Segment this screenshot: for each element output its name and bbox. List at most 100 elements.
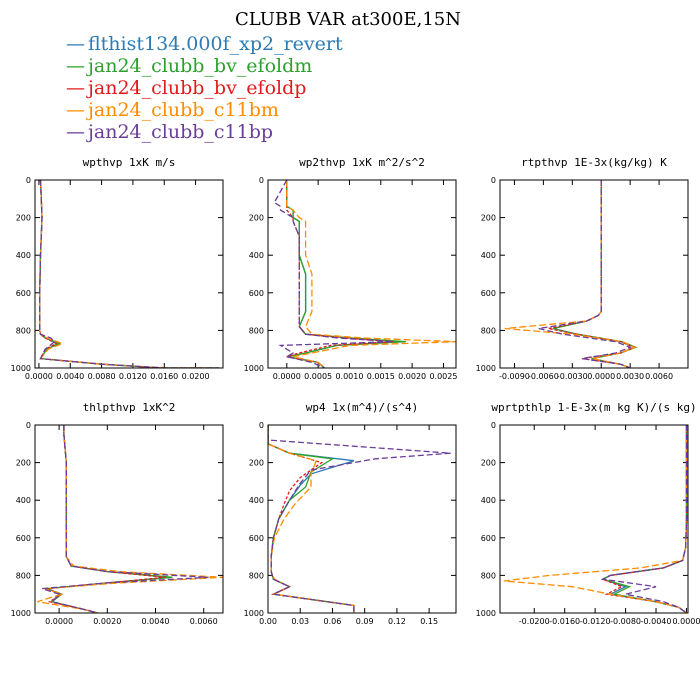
x-tick-label: 0.00 bbox=[259, 617, 277, 626]
panel-title: wprtpthlp 1-E-3x(m kg K)/(s kg) bbox=[491, 401, 696, 414]
y-tick-label: 800 bbox=[249, 571, 264, 580]
y-tick-label: 0 bbox=[259, 421, 264, 430]
series-line bbox=[538, 180, 632, 368]
series-line bbox=[39, 180, 220, 368]
y-tick-label: 400 bbox=[481, 496, 496, 505]
y-tick-label: 0 bbox=[26, 176, 31, 185]
y-tick-label: 1000 bbox=[244, 364, 264, 373]
x-tick-label: -0.0120 bbox=[580, 617, 611, 626]
y-tick-label: 600 bbox=[481, 289, 496, 298]
y-tick-label: 1000 bbox=[244, 609, 264, 618]
series-line bbox=[600, 425, 688, 613]
y-tick-label: 600 bbox=[16, 534, 31, 543]
x-tick-label: 0.0000 bbox=[672, 617, 700, 626]
legend-label: flthist134.000f_xp2_revert bbox=[88, 33, 343, 55]
legend: — flthist134.000f_xp2_revert — jan24_clu… bbox=[66, 33, 343, 143]
y-tick-label: 0 bbox=[491, 176, 496, 185]
series-line bbox=[41, 425, 209, 613]
legend-dash: — bbox=[66, 121, 85, 143]
x-tick-label: 0.0000 bbox=[45, 617, 73, 626]
y-tick-label: 400 bbox=[481, 251, 496, 260]
x-tick-label: 0.15 bbox=[420, 617, 438, 626]
x-tick-label: 0.0160 bbox=[150, 372, 178, 381]
y-tick-label: 800 bbox=[481, 326, 496, 335]
x-tick-label: -0.0090 bbox=[499, 372, 530, 381]
series-line bbox=[552, 180, 638, 368]
x-tick-label: 0.03 bbox=[291, 617, 309, 626]
series-line bbox=[504, 180, 637, 368]
series-line bbox=[286, 180, 406, 368]
series-line bbox=[39, 180, 220, 368]
y-tick-label: 400 bbox=[16, 251, 31, 260]
series-line bbox=[268, 425, 355, 613]
y-tick-label: 0 bbox=[26, 421, 31, 430]
y-tick-label: 200 bbox=[249, 459, 264, 468]
x-tick-label: 0.0005 bbox=[304, 372, 332, 381]
panel-title: rtpthvp 1E-3x(kg/kg) K bbox=[521, 156, 667, 169]
series-group bbox=[503, 425, 688, 613]
plot-frame bbox=[267, 424, 457, 614]
x-tick-label: -0.0200 bbox=[519, 617, 550, 626]
legend-label: jan24_clubb_c11bm bbox=[86, 99, 279, 121]
legend-dash: — bbox=[66, 99, 85, 121]
x-tick-label: 0.0080 bbox=[88, 372, 116, 381]
panel-title: wpthvp 1xK m/s bbox=[83, 156, 176, 169]
series-group bbox=[39, 180, 220, 368]
x-tick-label: 0.0020 bbox=[398, 372, 426, 381]
panel-title: thlpthvp 1xK^2 bbox=[83, 401, 176, 414]
legend-label: jan24_clubb_bv_efoldm bbox=[86, 55, 312, 77]
x-tick-label: 0.06 bbox=[324, 617, 342, 626]
panel-title: wp2thvp 1xK m^2/s^2 bbox=[299, 156, 425, 169]
y-tick-label: 600 bbox=[249, 534, 264, 543]
y-tick-label: 600 bbox=[16, 289, 31, 298]
plot-frame bbox=[499, 179, 689, 369]
legend-entry: — jan24_clubb_bv_efoldm bbox=[66, 55, 312, 77]
x-tick-label: 0.0030 bbox=[616, 372, 644, 381]
x-tick-label: 0.0060 bbox=[190, 617, 218, 626]
y-tick-label: 0 bbox=[259, 176, 264, 185]
x-tick-label: 0.0010 bbox=[335, 372, 363, 381]
x-tick-label: 0.0025 bbox=[429, 372, 457, 381]
series-line bbox=[46, 425, 166, 613]
y-tick-label: 200 bbox=[16, 459, 31, 468]
series-line bbox=[552, 180, 637, 368]
plot-frame bbox=[34, 424, 224, 614]
chart-panel: wp2thvp 1xK m^2/s^2 0 200 400 600 800 1000 0.00… bbox=[244, 156, 458, 381]
series-line bbox=[268, 425, 355, 613]
legend-dash: — bbox=[66, 77, 85, 99]
x-tick-label: 0.0040 bbox=[56, 372, 84, 381]
plot-frame bbox=[499, 424, 689, 614]
x-tick-label: -0.0060 bbox=[528, 372, 559, 381]
x-tick-label: 0.0040 bbox=[142, 617, 170, 626]
y-tick-label: 200 bbox=[481, 459, 496, 468]
x-tick-label: -0.0080 bbox=[610, 617, 641, 626]
x-tick-label: 0.12 bbox=[388, 617, 406, 626]
plot-frame bbox=[34, 179, 224, 369]
series-line bbox=[503, 425, 688, 613]
panel-title: wp4 1x(m^4)/(s^4) bbox=[306, 401, 419, 414]
y-tick-label: 800 bbox=[16, 571, 31, 580]
y-tick-label: 1000 bbox=[476, 364, 496, 373]
legend-entry: — jan24_clubb_c11bp bbox=[66, 121, 273, 143]
y-tick-label: 200 bbox=[481, 214, 496, 223]
y-tick-label: 0 bbox=[491, 421, 496, 430]
plot-frame bbox=[267, 179, 457, 369]
x-tick-label: -0.0040 bbox=[641, 617, 672, 626]
legend-entry: — jan24_clubb_c11bm bbox=[66, 99, 279, 121]
x-tick-label: 0.0000 bbox=[273, 372, 301, 381]
series-line bbox=[548, 180, 636, 368]
series-group bbox=[268, 425, 451, 613]
series-line bbox=[39, 180, 220, 368]
x-tick-label: 0.0015 bbox=[367, 372, 395, 381]
legend-label: jan24_clubb_bv_efoldp bbox=[86, 77, 306, 99]
y-tick-label: 600 bbox=[481, 534, 496, 543]
x-tick-label: -0.0160 bbox=[549, 617, 580, 626]
y-tick-label: 1000 bbox=[476, 609, 496, 618]
legend-entry: — jan24_clubb_bv_efoldp bbox=[66, 77, 306, 99]
y-tick-label: 800 bbox=[481, 571, 496, 580]
y-tick-label: 1000 bbox=[11, 364, 31, 373]
y-tick-label: 400 bbox=[249, 496, 264, 505]
legend-dash: — bbox=[66, 55, 85, 77]
